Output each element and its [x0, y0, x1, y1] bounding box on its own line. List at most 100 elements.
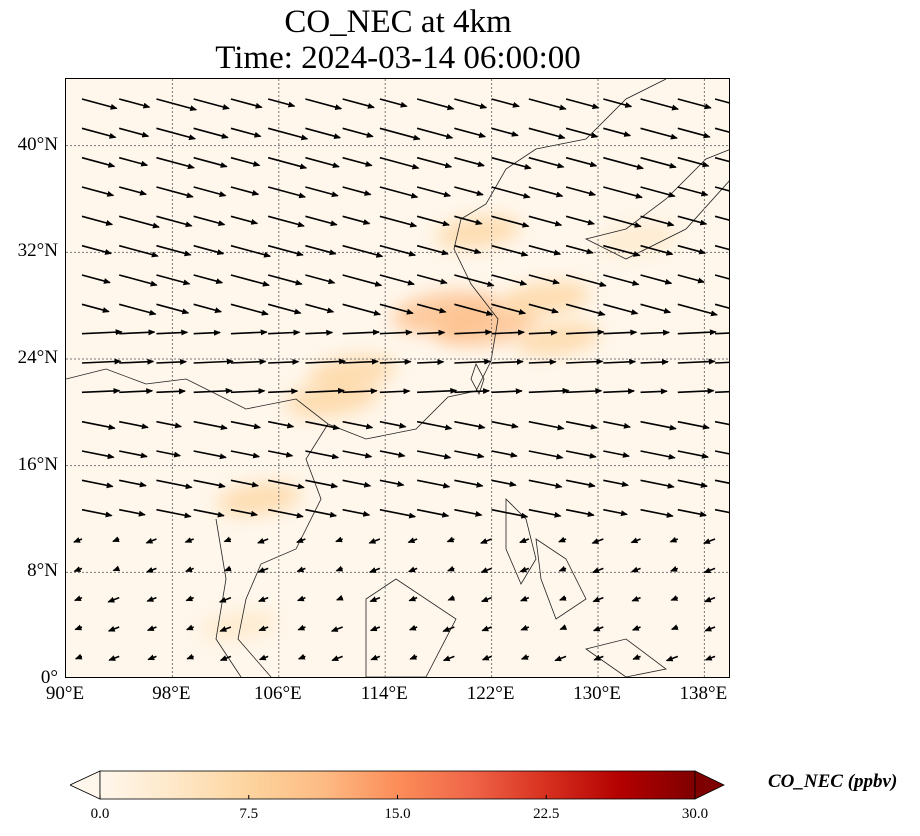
wind-vector: [118, 244, 159, 258]
wind-vector: [305, 303, 335, 314]
wind-vector: [230, 186, 260, 196]
wind-vector: [156, 508, 192, 519]
wind-vector: [481, 625, 492, 632]
colorbar-min-arrow: [69, 770, 101, 800]
wind-vector: [193, 420, 228, 431]
wind-vector: [554, 655, 567, 662]
wind-vector: [230, 244, 272, 258]
wind-vector: [565, 450, 597, 459]
wind-vector: [219, 655, 232, 662]
wind-vector: [528, 359, 557, 366]
wind-vector: [81, 156, 116, 168]
wind-vector: [491, 479, 517, 487]
wind-vector: [565, 274, 607, 288]
coastline-island-3: [535, 538, 587, 620]
wind-vector: [714, 156, 729, 163]
wind-vector: [677, 508, 707, 518]
wind-vector: [677, 215, 708, 226]
colorbar-tick-label: 0.0: [90, 806, 110, 822]
wind-vector: [305, 329, 334, 336]
wind-vector: [112, 536, 120, 543]
wind-vector: [565, 303, 606, 317]
wind-vector: [107, 596, 120, 603]
wind-vector: [491, 358, 524, 365]
wind-vector: [379, 329, 413, 336]
wind-vector: [185, 595, 194, 602]
wind-vector: [257, 596, 269, 602]
wind-vector: [335, 594, 344, 601]
wind-vector: [185, 624, 194, 631]
wind-vector: [528, 329, 558, 336]
wind-vector: [257, 567, 269, 573]
wind-vector: [379, 186, 419, 199]
wind-vector: [379, 274, 415, 286]
wind-vector: [331, 655, 343, 662]
wind-vector: [118, 156, 149, 167]
wind-vector: [677, 420, 710, 430]
wind-vector: [81, 479, 114, 489]
wind-vector: [528, 127, 566, 140]
wind-vector: [305, 387, 345, 394]
wind-vector: [193, 215, 226, 226]
wind-vector: [81, 186, 115, 197]
wind-vector: [230, 479, 260, 488]
wind-vector: [558, 536, 567, 543]
wind-vector: [715, 332, 729, 335]
colorbar: [69, 770, 725, 800]
wind-vector: [268, 388, 299, 395]
wind-vector: [193, 479, 226, 489]
wind-vector: [379, 450, 406, 458]
colorbar-bar: [99, 770, 696, 800]
wind-vector: [342, 244, 384, 258]
wind-vector: [156, 450, 182, 458]
wind-vector: [665, 655, 679, 662]
wind-vector: [342, 358, 379, 365]
wind-vector: [368, 538, 381, 544]
wind-vector: [335, 565, 344, 572]
wind-vector: [118, 215, 160, 229]
wind-vector: [565, 98, 600, 110]
wind-vector: [342, 156, 373, 167]
wind-vector: [640, 98, 680, 111]
wind-vector: [528, 387, 570, 394]
wind-vector: [81, 329, 123, 336]
wind-vector: [631, 566, 641, 573]
wind-vector: [379, 215, 418, 228]
wind-vector: [677, 479, 708, 488]
lat-tick-label: 16°N: [17, 453, 58, 475]
wind-vector: [73, 566, 83, 572]
wind-vector: [156, 127, 197, 141]
wind-vector: [640, 479, 675, 489]
wind-vector: [603, 388, 636, 395]
wind-vector: [528, 479, 563, 489]
wind-vector: [416, 450, 452, 460]
wind-vector: [640, 127, 678, 140]
co-plume-7: [515, 322, 601, 356]
wind-vector: [224, 565, 232, 572]
wind-vector: [454, 303, 494, 316]
wind-vector: [565, 186, 597, 197]
wind-vector: [714, 420, 729, 426]
wind-vector: [185, 566, 194, 573]
wind-vector: [714, 98, 729, 104]
wind-vector: [677, 450, 709, 459]
wind-vector: [491, 274, 528, 286]
wind-vector: [528, 274, 561, 285]
wind-vector: [267, 186, 307, 199]
wind-vector: [447, 594, 456, 601]
wind-vector: [193, 186, 227, 197]
wind-vector: [519, 537, 530, 544]
wind-vector: [118, 303, 157, 316]
wind-vector: [156, 303, 190, 315]
wind-vector: [81, 127, 117, 139]
wind-vector: [119, 420, 149, 430]
wind-vector: [677, 329, 717, 336]
wind-vector: [156, 156, 195, 170]
wind-vector: [268, 358, 300, 365]
wind-vector: [379, 127, 421, 141]
wind-vector: [603, 358, 637, 365]
wind-vector: [416, 508, 450, 518]
wind-vector: [677, 274, 706, 284]
wind-vector: [193, 329, 221, 336]
wind-vector: [566, 358, 604, 365]
